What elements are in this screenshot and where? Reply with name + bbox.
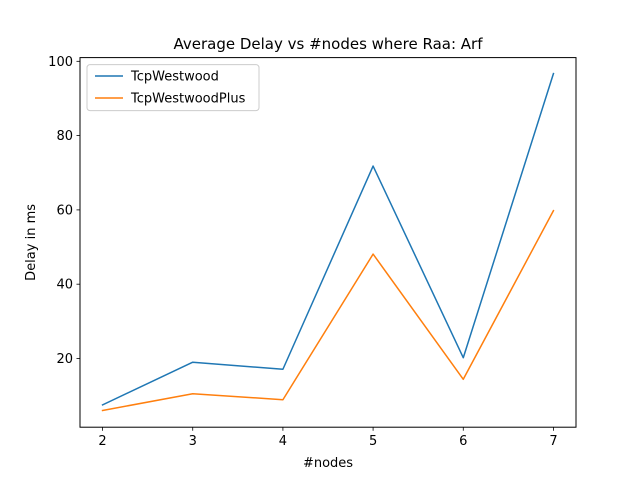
y-tick-label: 20	[56, 352, 73, 367]
plot-lines	[101, 72, 555, 412]
y-axis: 20 40 60 80 100	[48, 55, 80, 367]
y-tick-label: 40	[56, 278, 73, 293]
y-tick-label: 100	[48, 55, 73, 70]
y-axis-label: Delay in ms	[24, 204, 39, 281]
chart-title: Average Delay vs #nodes where Raa: Arf	[173, 35, 483, 53]
x-axis: 2 3 4 5 6 7	[98, 427, 558, 449]
y-tick-label: 60	[56, 203, 73, 218]
x-axis-label: #nodes	[303, 456, 353, 471]
series-line-tcpwestwoodplus	[101, 209, 555, 412]
series-line-tcpwestwood	[101, 72, 555, 406]
x-tick-label: 7	[549, 434, 557, 449]
y-tick-label: 80	[56, 129, 73, 144]
x-tick-label: 2	[98, 434, 106, 449]
legend: TcpWestwood TcpWestwoodPlus	[86, 64, 260, 112]
x-tick-label: 6	[459, 434, 467, 449]
plot-frame	[79, 57, 577, 428]
x-tick-label: 5	[369, 434, 377, 449]
legend-label-tcpwestwoodplus: TcpWestwoodPlus	[130, 92, 246, 107]
legend-label-tcpwestwood: TcpWestwood	[130, 70, 219, 85]
x-tick-label: 4	[279, 434, 287, 449]
x-tick-label: 3	[189, 434, 197, 449]
legend-box	[86, 64, 260, 112]
